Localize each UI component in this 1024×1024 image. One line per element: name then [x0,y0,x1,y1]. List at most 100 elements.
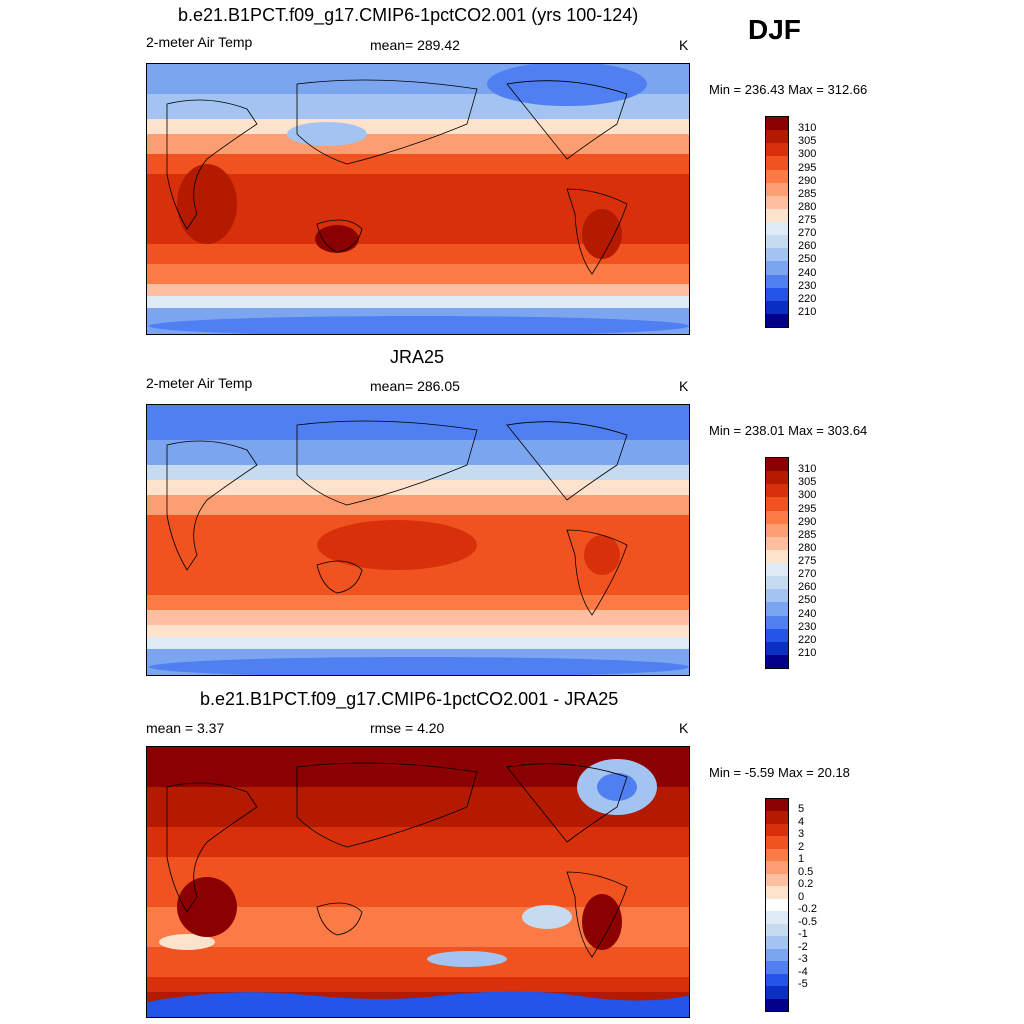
panel-1-unit-label: K [679,37,689,53]
colorbar-segment [766,823,788,837]
colorbar-tick-label: 305 [798,476,817,489]
colorbar-tick-label: -5 [798,978,808,991]
colorbar-segment [766,261,788,275]
colorbar-segment [766,948,788,962]
colorbar-segment [766,117,788,131]
colorbar-segment [766,848,788,862]
panel-1-colorbar [765,116,789,328]
colorbar-tick-label: -1 [798,928,808,941]
colorbar-segment [766,156,788,170]
colorbar-segment [766,313,788,327]
panel-3-minmax-label: Min = -5.59 Max = 20.18 [709,765,850,780]
colorbar-tick-label: 5 [798,803,805,816]
colorbar-segment [766,886,788,899]
colorbar-segment [766,182,788,196]
panel-3-mean-label: mean = 3.37 [146,720,225,736]
panel-1-variable-label: 2-meter Air Temp [146,34,253,50]
colorbar-segment [766,986,788,999]
colorbar-segment [766,222,788,236]
panel-1-map [146,63,690,335]
colorbar-segment [766,641,788,655]
colorbar-tick-label: -2 [798,940,808,953]
colorbar-segment [766,923,788,937]
colorbar-tick-label: -3 [798,953,808,966]
colorbar-segment [766,602,788,616]
colorbar-tick-label: 280 [798,541,817,554]
colorbar-tick-label: 295 [798,161,817,174]
colorbar-segment [766,911,788,924]
colorbar-segment [766,274,788,288]
colorbar-tick-label: -0.5 [798,915,817,928]
colorbar-tick-label: 240 [798,607,817,620]
colorbar-tick-label: -4 [798,965,808,978]
colorbar-tick-label: 300 [798,489,817,502]
colorbar-tick-label: 230 [798,279,817,292]
colorbar-segment [766,497,788,511]
colorbar-tick-label: 290 [798,515,817,528]
colorbar-segment [766,195,788,209]
colorbar-segment [766,563,788,577]
colorbar-tick-label: 220 [798,633,817,646]
colorbar-tick-label: 270 [798,227,817,240]
colorbar-tick-label: 290 [798,174,817,187]
colorbar-segment [766,143,788,157]
panel-1-minmax-label: Min = 236.43 Max = 312.66 [709,82,868,97]
colorbar-tick-label: 210 [798,646,817,659]
colorbar-segment [766,471,788,485]
colorbar-tick-label: 2 [798,840,805,853]
colorbar-tick-label: 0 [798,890,805,903]
season-label: DJF [748,14,801,45]
colorbar-segment [766,536,788,550]
colorbar-tick-label: 260 [798,240,817,253]
colorbar-tick-label: 240 [798,266,817,279]
colorbar-tick-label: 260 [798,581,817,594]
colorbar-segment [766,549,788,563]
colorbar-segment [766,861,788,874]
panel-1-map-graphic [147,64,689,334]
colorbar-tick-label: 0.5 [798,865,814,878]
colorbar-tick-label: 250 [798,253,817,266]
colorbar-segment [766,208,788,222]
panel-3-title: b.e21.B1PCT.f09_g17.CMIP6-1pctCO2.001 - … [200,689,619,709]
colorbar-segment [766,484,788,498]
panel-3-unit-label: K [679,720,689,736]
colorbar-tick-label: 305 [798,135,817,148]
colorbar-segment [766,523,788,537]
colorbar-tick-label: 1 [798,853,805,866]
colorbar-tick-label: 280 [798,200,817,213]
panel-2-unit-label: K [679,378,689,394]
colorbar-segment [766,998,788,1011]
colorbar-segment [766,589,788,603]
colorbar-tick-label: 3 [798,828,805,841]
colorbar-tick-label: 285 [798,528,817,541]
colorbar-tick-label: 310 [798,463,817,476]
panel-2-title: JRA25 [390,347,445,367]
colorbar-tick-label: 295 [798,502,817,515]
panel-3-map-graphic [147,747,689,1017]
colorbar-segment [766,799,788,812]
colorbar-tick-label: 300 [798,148,817,161]
colorbar-tick-label: 270 [798,568,817,581]
panel-1-mean-label: mean= 289.42 [370,37,460,53]
colorbar-segment [766,300,788,314]
colorbar-tick-label: 210 [798,305,817,318]
colorbar-tick-label: 285 [798,187,817,200]
colorbar-segment [766,576,788,590]
colorbar-segment [766,169,788,183]
colorbar-segment [766,248,788,262]
colorbar-segment [766,898,788,912]
colorbar-segment [766,628,788,642]
colorbar-tick-label: 4 [798,815,805,828]
colorbar-tick-label: 0.2 [798,878,814,891]
colorbar-segment [766,961,788,974]
panel-2-minmax-label: Min = 238.01 Max = 303.64 [709,423,868,438]
colorbar-segment [766,287,788,301]
colorbar-tick-label: 220 [798,292,817,305]
panel-2-colorbar [765,457,789,669]
panel-2-map-graphic [147,405,689,675]
colorbar-segment [766,235,788,249]
colorbar-segment [766,873,788,887]
colorbar-tick-label: 250 [798,594,817,607]
colorbar-tick-label: -0.2 [798,903,817,916]
panel-1-title: b.e21.B1PCT.f09_g17.CMIP6-1pctCO2.001 (y… [178,5,639,25]
